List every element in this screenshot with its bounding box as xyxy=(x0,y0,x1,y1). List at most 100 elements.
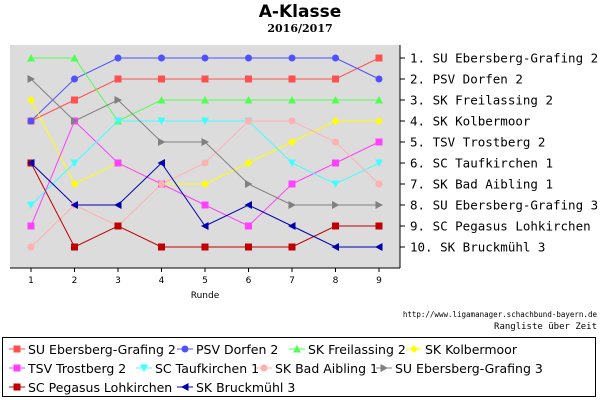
data-point xyxy=(375,75,383,83)
legend-swatch xyxy=(177,345,193,353)
legend-label: SU Ebersberg-Grafing 3 xyxy=(395,360,543,376)
data-point xyxy=(201,75,209,83)
source-url[interactable]: http://www.ligamanager.schachbund-bayern… xyxy=(402,310,597,319)
x-tick-label: 4 xyxy=(159,276,165,286)
legend-item: SK Freilassing 2 xyxy=(289,340,406,358)
data-point xyxy=(375,222,383,230)
legend-item: SK Bruckmühl 3 xyxy=(177,378,295,396)
legend-swatch xyxy=(9,383,25,391)
data-point xyxy=(71,75,78,83)
chart-title: A-Klasse xyxy=(258,2,342,22)
data-point xyxy=(201,201,209,209)
data-point xyxy=(244,201,252,209)
data-point xyxy=(288,222,296,230)
data-point xyxy=(332,222,339,230)
data-point xyxy=(158,54,165,62)
legend-item: SU Ebersberg-Grafing 3 xyxy=(376,359,543,377)
data-point xyxy=(288,75,296,83)
y-tick-label: 9. SC Pegasus Lohkirchen xyxy=(410,219,591,234)
data-point xyxy=(288,243,296,251)
data-point xyxy=(158,180,165,188)
data-point xyxy=(27,54,35,62)
data-point xyxy=(27,201,35,209)
legend-label: SK Bad Aibling 1 xyxy=(275,360,378,376)
data-point xyxy=(245,243,252,251)
legend-swatch xyxy=(177,383,193,391)
legend-label: PSV Dorfen 2 xyxy=(196,341,279,357)
data-point xyxy=(114,222,122,230)
data-point xyxy=(114,117,122,125)
y-tick-label: 5. TSV Trostberg 2 xyxy=(410,135,545,150)
x-tick-label: 7 xyxy=(289,276,295,286)
plot-area: 1 2 3 4 5 6 7 8 9 Runde 1. SU Ebersberg-Grafing 2 2… xyxy=(10,45,598,301)
data-point xyxy=(245,75,252,83)
data-point xyxy=(114,96,122,104)
data-point xyxy=(245,117,252,125)
legend-label: SK Kolbermoor xyxy=(425,341,517,357)
data-point xyxy=(332,54,339,62)
legend-item: SK Bad Aibling 1 xyxy=(256,359,378,377)
data-point xyxy=(201,138,209,146)
y-tick-label: 4. SK Kolbermoor xyxy=(410,114,531,129)
data-point xyxy=(70,180,79,188)
data-point xyxy=(375,180,383,188)
legend-item: SC Taufkirchen 1 xyxy=(136,359,259,377)
data-point xyxy=(244,96,253,104)
x-tick-label: 9 xyxy=(376,276,382,286)
data-point xyxy=(288,96,296,104)
legend-label: TSV Trostberg 2 xyxy=(28,360,127,376)
data-point xyxy=(201,180,209,188)
data-point xyxy=(332,159,339,167)
data-point xyxy=(288,180,296,188)
legend-label: SC Pegasus Lohkirchen xyxy=(28,379,173,395)
x-tick-label: 6 xyxy=(246,276,252,286)
data-point xyxy=(201,117,209,125)
data-point xyxy=(332,75,339,83)
data-point xyxy=(157,117,166,125)
legend: SU Ebersberg-Grafing 2 PSV Dorfen 2 SK Fre… xyxy=(2,337,596,397)
data-point xyxy=(331,180,340,188)
x-tick-label: 2 xyxy=(72,276,78,286)
data-point xyxy=(27,75,35,83)
legend-label: SK Bruckmühl 3 xyxy=(196,379,296,395)
legend-swatch xyxy=(9,345,25,353)
x-tick-label: 5 xyxy=(202,276,208,286)
data-point xyxy=(157,159,165,167)
y-tick-label: 3. SK Freilassing 2 xyxy=(410,93,553,108)
data-point xyxy=(114,75,122,83)
data-point xyxy=(288,117,296,125)
data-point xyxy=(244,159,253,167)
data-point xyxy=(375,54,383,62)
data-point xyxy=(375,117,383,125)
y-tick-label: 7. SK Bad Aibling 1 xyxy=(410,177,553,192)
data-point xyxy=(331,96,340,104)
data-point xyxy=(245,54,252,62)
data-point xyxy=(201,243,209,251)
data-point xyxy=(201,159,209,167)
y-tick-label: 8. SU Ebersberg-Grafing 3 xyxy=(410,198,598,213)
data-point xyxy=(158,138,166,146)
data-point xyxy=(27,222,35,230)
data-point xyxy=(375,159,383,167)
data-point xyxy=(332,201,340,209)
x-tick-label: 8 xyxy=(333,276,339,286)
data-point xyxy=(245,180,253,188)
data-point xyxy=(71,96,78,104)
legend-item: TSV Trostberg 2 xyxy=(9,359,126,377)
y-tick-label: 6. SC Taufkirchen 1 xyxy=(410,156,553,171)
source-caption: Rangliste über Zeit xyxy=(494,322,597,332)
data-point xyxy=(375,201,383,209)
data-point xyxy=(71,243,78,251)
data-point xyxy=(27,96,35,104)
data-point xyxy=(331,117,340,125)
data-point xyxy=(27,243,35,251)
legend-item: SK Kolbermoor xyxy=(406,340,517,358)
legend-swatch xyxy=(136,364,152,372)
data-point xyxy=(114,54,122,62)
legend-item: SU Ebersberg-Grafing 2 xyxy=(9,340,176,358)
data-point xyxy=(114,201,122,209)
legend-label: SC Taufkirchen 1 xyxy=(155,360,260,376)
legend-item: SC Pegasus Lohkirchen xyxy=(9,378,172,396)
data-point xyxy=(158,75,165,83)
data-point xyxy=(375,138,383,146)
